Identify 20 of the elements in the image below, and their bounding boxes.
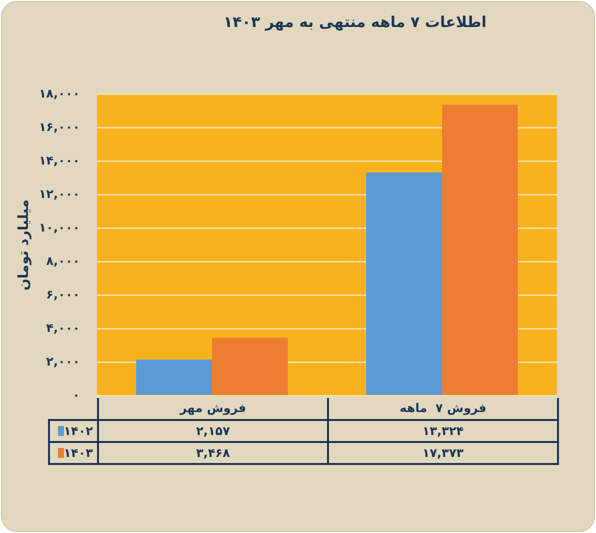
chart-title: اطلاعات ۷ ماهه منتهی به مهر ۱۴۰۳: [223, 13, 486, 31]
y-tick-label: ۱۴,۰۰۰: [38, 153, 80, 168]
y-tick-label: ۱۸,۰۰۰: [38, 86, 80, 100]
y-axis-title: میلیارد تومان: [16, 199, 32, 291]
data-label: ۱۳,۳۲۴: [328, 420, 558, 442]
y-tick-label: ۴,۰۰۰: [46, 320, 80, 335]
y-tick-label: ۰: [72, 388, 80, 402]
y-tick-label: ۱۰,۰۰۰: [38, 220, 80, 234]
data-label: ۱۷,۳۷۳: [328, 442, 558, 464]
data-label: ۳,۴۶۸: [98, 442, 328, 464]
y-tick-label: ۱۲,۰۰۰: [38, 186, 80, 201]
legend-label: ۱۴۰۲: [64, 424, 93, 438]
y-tick-label: ۱۶,۰۰۰: [38, 120, 80, 134]
x-tick-label: فروش مهر: [180, 401, 246, 416]
y-tick-label: ۶,۰۰۰: [46, 287, 80, 302]
x-tick-label: فروش ۷ ماهه: [400, 401, 486, 416]
data-label: ۲,۱۵۷: [98, 420, 328, 442]
legend-label: ۱۴۰۳: [64, 446, 93, 460]
y-tick-label: ۸,۰۰۰: [46, 254, 80, 268]
y-tick-label: ۲,۰۰۰: [46, 354, 80, 368]
